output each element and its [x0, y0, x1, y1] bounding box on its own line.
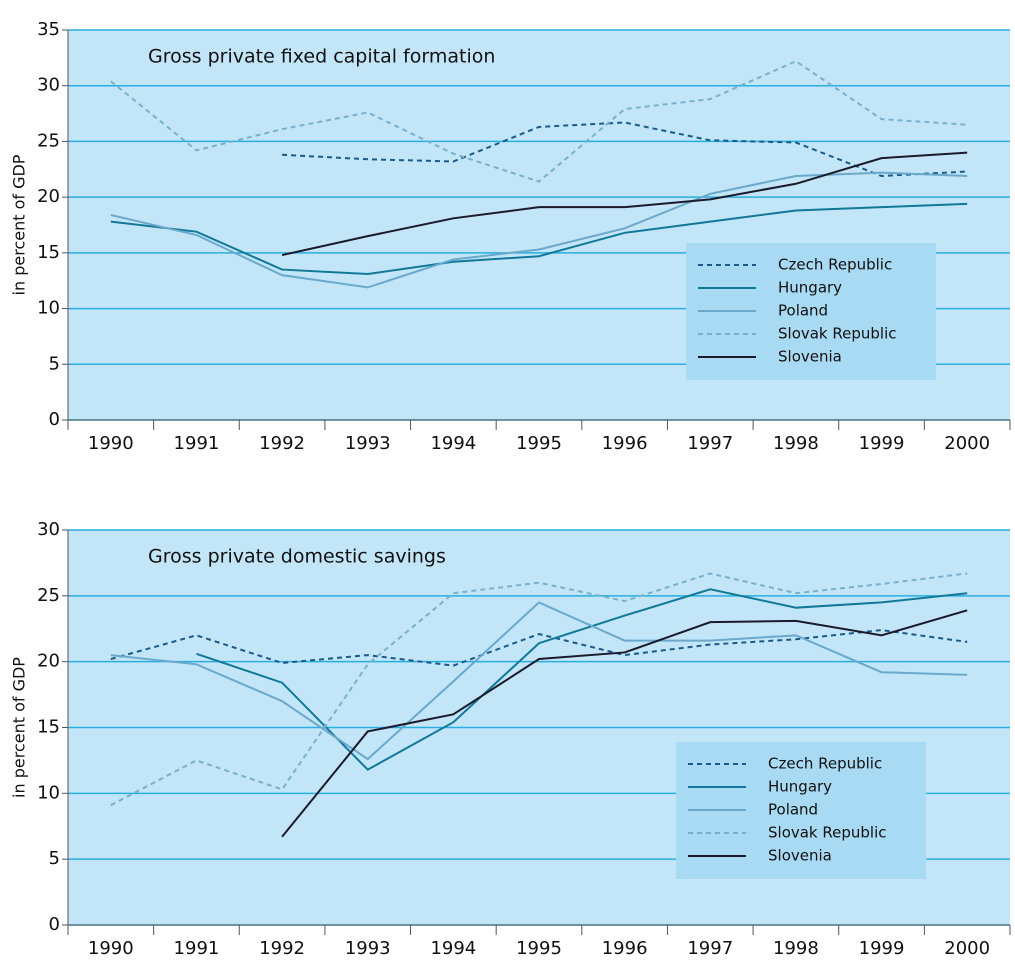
- legend-label: Slovak Republic: [778, 325, 897, 343]
- x-tick-label: 1997: [687, 938, 733, 959]
- y-tick-label: 5: [49, 353, 60, 374]
- y-tick-label: 30: [37, 519, 60, 540]
- x-tick-label: 2000: [944, 938, 990, 959]
- legend-label: Czech Republic: [778, 256, 892, 274]
- series-line: [281, 609, 968, 838]
- chart-title: Gross private domestic savings: [148, 546, 446, 568]
- series-line: [281, 151, 968, 257]
- series-line: [110, 629, 968, 667]
- y-tick-label: 10: [37, 298, 60, 319]
- legend-label: Slovak Republic: [768, 824, 887, 842]
- x-tick-label: 1992: [259, 938, 305, 959]
- x-tick-label: 1993: [345, 938, 391, 959]
- x-tick-label: 1998: [773, 433, 819, 454]
- series-line: [110, 601, 968, 761]
- x-tick-label: 1991: [174, 938, 220, 959]
- legend-label: Hungary: [768, 778, 832, 796]
- y-tick-label: 30: [37, 75, 60, 96]
- x-tick-label: 1990: [88, 938, 134, 959]
- y-tick-label: 0: [49, 409, 60, 430]
- legend-label: Slovenia: [778, 348, 842, 366]
- x-tick-label: 1997: [687, 433, 733, 454]
- x-tick-label: 1995: [516, 433, 562, 454]
- legend-label: Poland: [768, 801, 818, 819]
- x-tick-label: 1994: [430, 433, 476, 454]
- x-tick-label: 1999: [859, 433, 905, 454]
- x-tick-label: 1996: [602, 433, 648, 454]
- x-tick-label: 1992: [259, 433, 305, 454]
- y-tick-label: 5: [49, 848, 60, 869]
- x-tick-label: 1999: [859, 938, 905, 959]
- series-line: [110, 572, 968, 807]
- legend-label: Slovenia: [768, 847, 832, 865]
- legend-label: Czech Republic: [768, 755, 882, 773]
- x-tick-label: 1995: [516, 938, 562, 959]
- x-tick-label: 1991: [174, 433, 220, 454]
- y-tick-label: 10: [37, 782, 60, 803]
- x-tick-label: 1998: [773, 938, 819, 959]
- x-tick-label: 1993: [345, 433, 391, 454]
- y-tick-label: 20: [37, 651, 60, 672]
- x-tick-label: 1994: [430, 938, 476, 959]
- x-tick-label: 1996: [602, 938, 648, 959]
- series-line: [110, 60, 968, 183]
- y-axis-label: in percent of GDP: [10, 154, 29, 295]
- y-tick-label: 15: [37, 242, 60, 263]
- legend-label: Poland: [778, 302, 828, 320]
- series-line: [110, 202, 968, 276]
- y-tick-label: 35: [37, 19, 60, 40]
- y-tick-label: 0: [49, 914, 60, 935]
- x-tick-label: 1990: [88, 433, 134, 454]
- y-tick-label: 15: [37, 717, 60, 738]
- legend-label: Hungary: [778, 279, 842, 297]
- y-tick-label: 25: [37, 130, 60, 151]
- chart-title: Gross private fixed capital formation: [148, 46, 495, 68]
- y-tick-label: 25: [37, 585, 60, 606]
- x-tick-label: 2000: [944, 433, 990, 454]
- y-tick-label: 20: [37, 186, 60, 207]
- y-axis-label: in percent of GDP: [10, 657, 29, 798]
